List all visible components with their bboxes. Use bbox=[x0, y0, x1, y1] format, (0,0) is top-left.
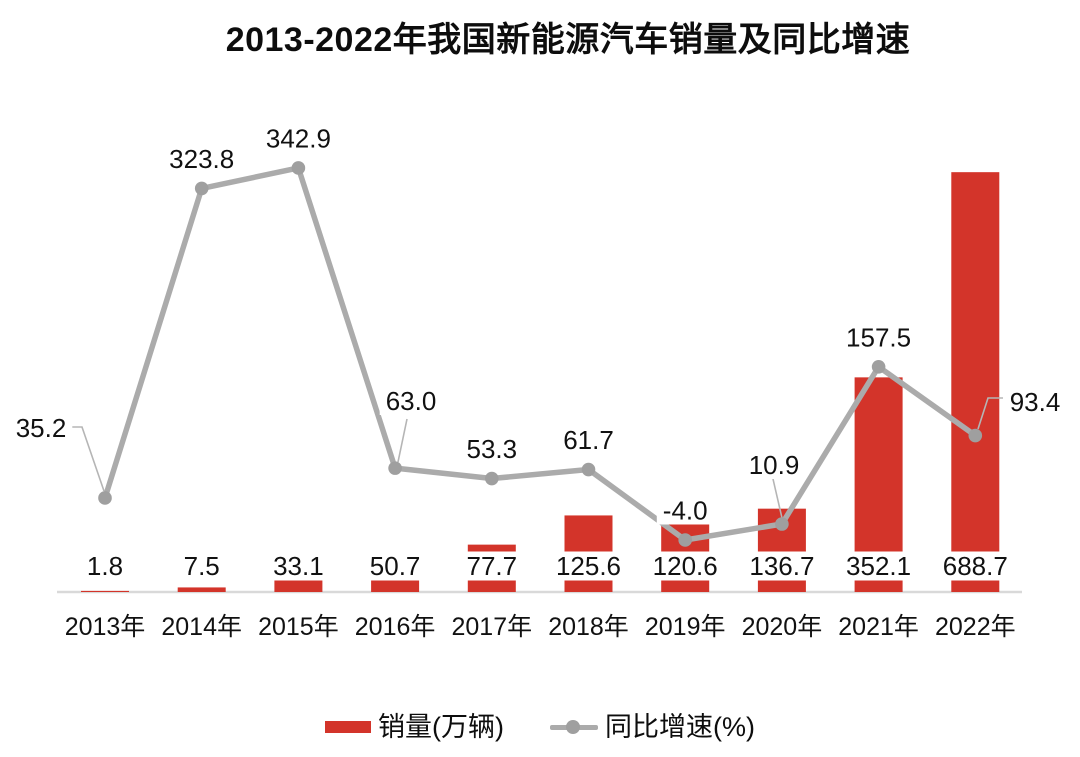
growth-value-label: 35.2 bbox=[16, 413, 67, 443]
growth-value-label: 61.7 bbox=[563, 425, 614, 455]
x-axis-label: 2013年 bbox=[65, 613, 146, 641]
growth-value-label-bg bbox=[656, 496, 714, 525]
sales-value-label: 120.6 bbox=[653, 551, 718, 581]
chart-legend: 销量(万辆) 同比增速(%) bbox=[0, 704, 1080, 750]
growth-marker bbox=[291, 161, 306, 175]
growth-value-label-bg bbox=[9, 414, 73, 442]
sales-bar bbox=[81, 590, 129, 592]
sales-value-label: 77.7 bbox=[466, 551, 517, 581]
growth-value-label: 63.0 bbox=[386, 386, 437, 416]
growth-marker bbox=[388, 461, 402, 475]
growth-legend-label: 同比增速(%) bbox=[604, 711, 755, 742]
growth-value-label-bg bbox=[557, 426, 620, 455]
growth-marker bbox=[678, 533, 692, 547]
growth-marker bbox=[194, 181, 209, 196]
x-axis-label: 2021年 bbox=[838, 613, 919, 641]
x-axis-label: 2017年 bbox=[451, 613, 532, 641]
legend-item-growth: 同比增速(%) bbox=[549, 711, 755, 742]
sales-value-label-bg bbox=[175, 551, 228, 581]
sales-bar bbox=[177, 587, 226, 592]
growth-value-label: 157.5 bbox=[846, 322, 911, 352]
growth-value-label-bg bbox=[460, 435, 524, 464]
sales-value-label-bg bbox=[934, 551, 1016, 581]
legend-item-sales: 销量(万辆) bbox=[325, 711, 504, 742]
label-leader-line bbox=[397, 418, 408, 463]
growth-value-label: 93.4 bbox=[1010, 387, 1061, 417]
sales-value-label-bg bbox=[361, 551, 429, 581]
sales-value-label: 33.1 bbox=[273, 551, 324, 581]
growth-value-label: 10.9 bbox=[749, 450, 800, 480]
growth-marker bbox=[775, 517, 789, 531]
sales-bar bbox=[951, 172, 1000, 593]
growth-value-label: -4.0 bbox=[663, 496, 708, 526]
growth-marker bbox=[581, 462, 596, 477]
growth-value-label-bg bbox=[742, 451, 806, 479]
sales-bar-swatch bbox=[325, 721, 371, 733]
sales-value-label: 352.1 bbox=[846, 551, 911, 581]
sales-value-label: 7.5 bbox=[184, 551, 220, 581]
sales-value-label: 136.7 bbox=[749, 551, 814, 581]
growth-value-label-bg bbox=[379, 387, 443, 415]
growth-line bbox=[102, 165, 979, 543]
growth-marker bbox=[968, 428, 983, 443]
growth-marker bbox=[871, 359, 886, 374]
sales-value-label: 125.6 bbox=[556, 551, 621, 581]
growth-value-label-bg bbox=[1003, 388, 1067, 416]
sales-value-label-bg bbox=[838, 551, 920, 581]
x-axis-label: 2015年 bbox=[258, 613, 339, 641]
label-leader-line bbox=[772, 478, 783, 519]
growth-value-label: 342.9 bbox=[266, 124, 331, 154]
sales-legend-label: 销量(万辆) bbox=[378, 711, 504, 742]
growth-value-label: 53.3 bbox=[466, 434, 517, 464]
sales-value-label-bg bbox=[265, 551, 332, 581]
sales-value-label-bg bbox=[78, 551, 132, 581]
growth-value-label-bg bbox=[163, 144, 241, 173]
x-axis-label: 2022年 bbox=[935, 613, 1016, 641]
sales-value-label-bg bbox=[741, 551, 823, 581]
chart-canvas: 1.8 7.5 33.1 50.7 77.7 125.6 120.6 136.7 352.1 68… bbox=[9, 123, 1067, 641]
sales-value-label: 688.7 bbox=[943, 551, 1008, 581]
growth-line-swatch bbox=[549, 720, 598, 735]
label-leader-line bbox=[977, 397, 1003, 430]
growth-value-label-bg bbox=[840, 323, 918, 352]
growth-marker bbox=[485, 471, 499, 486]
x-axis-label: 2014年 bbox=[161, 613, 242, 641]
sales-value-label-bg bbox=[458, 551, 526, 581]
growth-value-label: 323.8 bbox=[169, 144, 234, 174]
chart-title: 2013-2022年我国新能源汽车销量及同比增速 bbox=[225, 21, 911, 59]
sales-value-label-bg bbox=[644, 551, 726, 581]
label-leader-line bbox=[72, 426, 105, 492]
sales-value-label: 1.8 bbox=[87, 551, 123, 581]
sales-value-label: 50.7 bbox=[370, 551, 421, 581]
x-axis-label: 2020年 bbox=[742, 613, 823, 641]
x-axis-label: 2016年 bbox=[355, 613, 436, 641]
growth-marker-dot-icon bbox=[565, 720, 580, 734]
x-axis-label: 2019年 bbox=[645, 613, 726, 641]
growth-value-label-bg bbox=[259, 124, 337, 153]
growth-marker bbox=[98, 491, 112, 505]
x-axis-label: 2018年 bbox=[548, 613, 629, 641]
sales-value-label-bg bbox=[547, 551, 630, 581]
